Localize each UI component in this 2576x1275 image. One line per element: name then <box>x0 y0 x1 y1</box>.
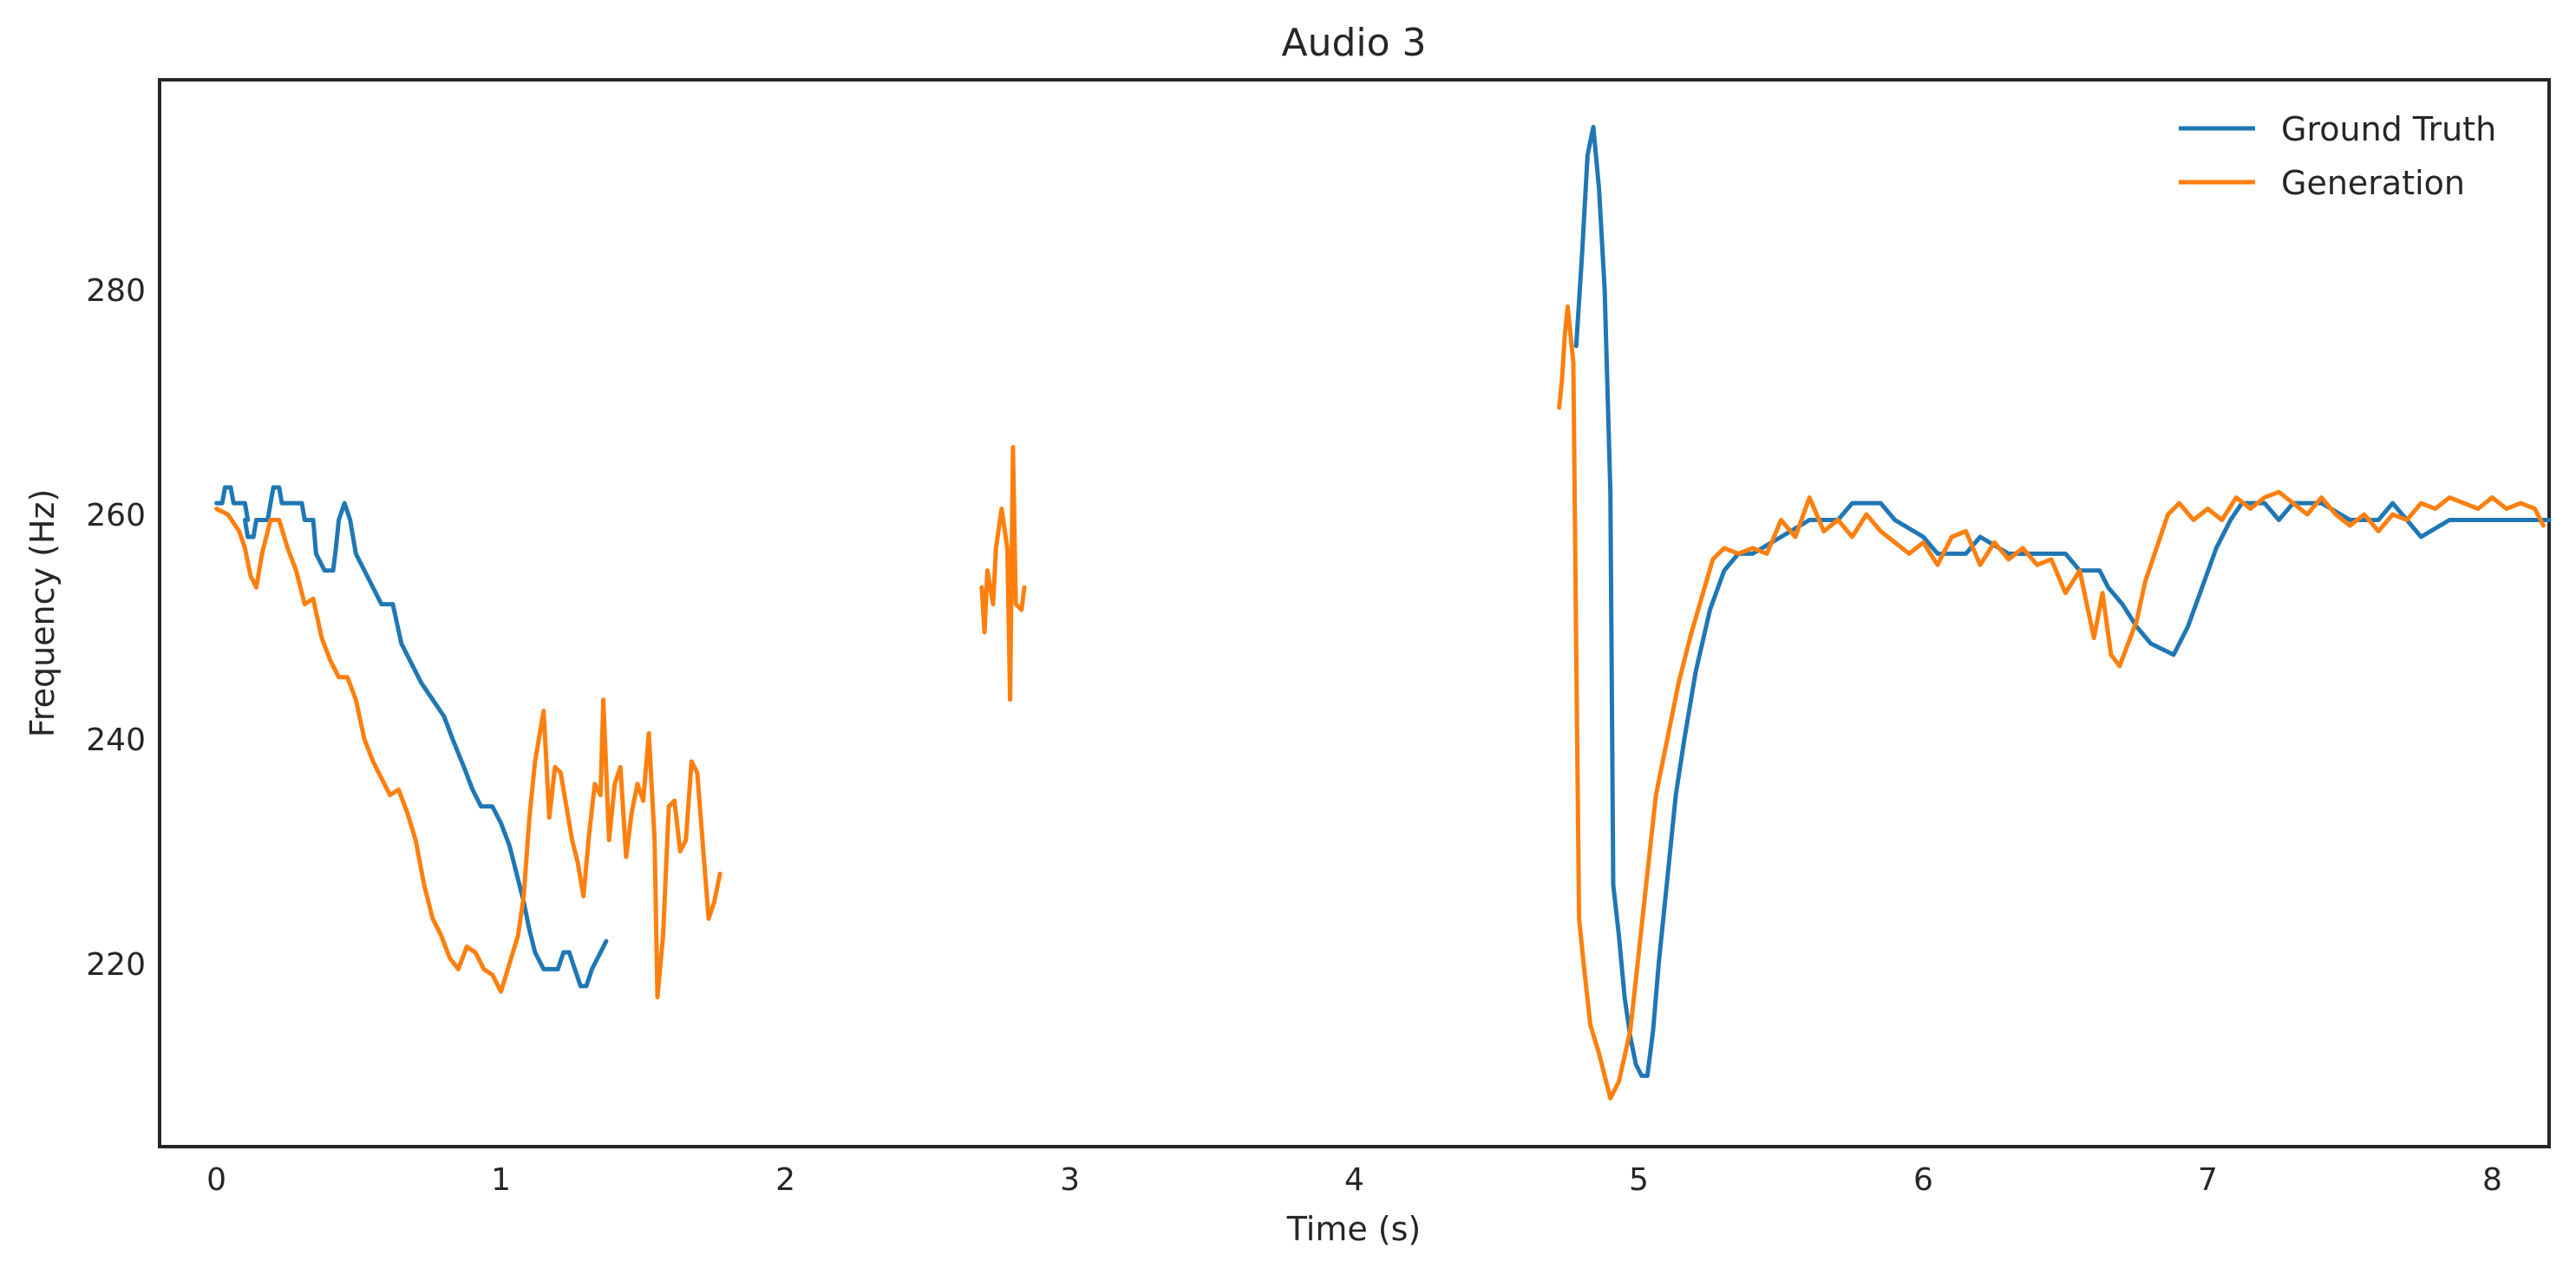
legend-label-generation: Generation <box>2281 164 2465 202</box>
y-axis-ticks: 220 240 260 280 <box>86 273 146 983</box>
legend: Ground Truth Generation <box>2179 110 2496 202</box>
y-tick-label: 280 <box>86 273 146 309</box>
series-line-ground-truth-segment-1 <box>214 485 609 989</box>
chart-title: Audio 3 <box>1281 21 1426 65</box>
x-tick-label: 7 <box>2198 1162 2218 1198</box>
series-line-generation-segment-2 <box>979 444 1027 703</box>
series-line-generation-segment-1 <box>214 507 722 1000</box>
y-tick-label: 220 <box>86 947 146 983</box>
x-tick-label: 6 <box>1913 1162 1933 1198</box>
series-line-ground-truth-segment-2 <box>1573 124 2552 1078</box>
y-axis-label: Frequency (Hz) <box>23 489 62 738</box>
x-tick-label: 1 <box>491 1162 511 1198</box>
x-tick-label: 4 <box>1344 1162 1364 1198</box>
plot-frame <box>158 78 2551 1148</box>
series-line-generation-segment-3 <box>1557 304 2546 1101</box>
x-tick-label: 0 <box>206 1162 226 1198</box>
series-layer <box>214 124 2552 1101</box>
x-tick-label: 3 <box>1060 1162 1080 1198</box>
x-tick-label: 2 <box>775 1162 795 1198</box>
x-axis-ticks: 0 1 2 3 4 5 6 7 8 <box>206 1162 2502 1198</box>
legend-label-ground-truth: Ground Truth <box>2281 110 2496 148</box>
y-tick-label: 240 <box>86 722 146 758</box>
x-axis-label: Time (s) <box>1286 1210 1422 1248</box>
x-tick-label: 5 <box>1629 1162 1649 1198</box>
x-tick-label: 8 <box>2482 1162 2502 1198</box>
y-tick-label: 260 <box>86 498 146 533</box>
